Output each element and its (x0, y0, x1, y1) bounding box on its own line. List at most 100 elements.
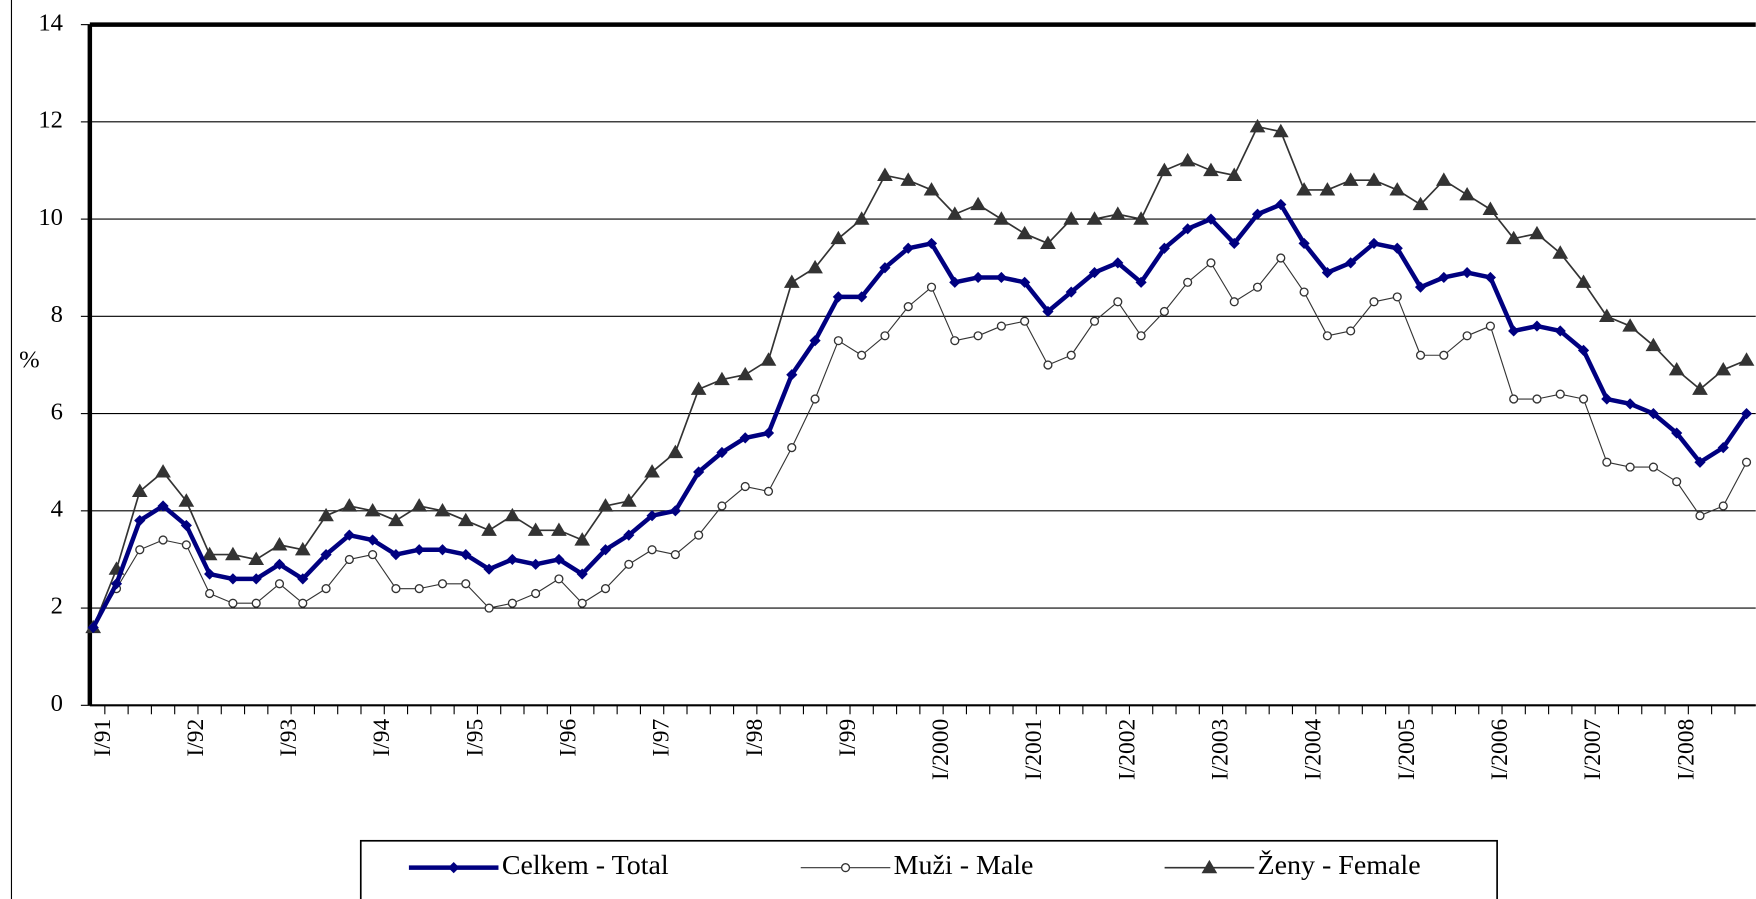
marker (178, 493, 195, 507)
marker (368, 550, 378, 560)
marker (1625, 462, 1635, 472)
marker (1462, 331, 1472, 341)
x-tick-label: I/94 (369, 719, 395, 757)
marker (1042, 305, 1054, 318)
y-tick-label: 10 (38, 204, 63, 231)
marker (717, 501, 727, 511)
x-tick-label: I/91 (90, 719, 116, 757)
marker (390, 548, 402, 561)
marker (1156, 162, 1173, 177)
x-tick-label: I/2003 (1208, 719, 1234, 780)
x-tick-label: I/96 (556, 719, 582, 757)
marker (599, 544, 612, 556)
x-tick-label: I/92 (183, 719, 209, 757)
marker (946, 206, 963, 220)
marker (1086, 211, 1103, 225)
marker (1555, 389, 1565, 399)
marker (1346, 326, 1356, 336)
marker (87, 621, 99, 634)
marker (1648, 462, 1658, 472)
x-tick-label: I/2002 (1114, 719, 1140, 780)
marker (554, 574, 564, 584)
marker (1296, 182, 1312, 196)
marker (714, 371, 730, 386)
marker (670, 550, 680, 560)
marker (341, 498, 358, 512)
marker (1622, 318, 1638, 332)
marker (506, 553, 518, 566)
marker (902, 242, 914, 254)
marker (1461, 266, 1473, 279)
marker (201, 546, 218, 561)
y-tick-label: 6 (51, 398, 63, 425)
marker (833, 336, 843, 346)
marker (1133, 211, 1149, 225)
marker (1366, 172, 1382, 186)
marker (271, 537, 288, 551)
marker (1668, 361, 1685, 376)
marker (1694, 456, 1706, 468)
marker (343, 529, 355, 541)
marker (1226, 167, 1243, 181)
marker (1206, 258, 1216, 268)
marker (531, 588, 541, 599)
marker (1203, 162, 1219, 177)
y-tick-label: 12 (38, 107, 63, 134)
marker (996, 321, 1006, 331)
marker (853, 211, 870, 225)
marker (434, 502, 451, 517)
marker (320, 548, 332, 561)
legend-label: Muži - Male (894, 850, 1034, 881)
marker (1272, 123, 1289, 138)
marker (1249, 118, 1266, 133)
marker (1276, 253, 1286, 263)
marker (1065, 286, 1077, 298)
marker (294, 541, 311, 556)
x-tick-label: I/97 (649, 719, 675, 757)
marker (1275, 198, 1287, 211)
marker (411, 498, 428, 512)
marker (460, 548, 472, 561)
marker (1412, 196, 1429, 211)
marker (204, 568, 216, 580)
marker (1578, 394, 1589, 404)
marker (180, 519, 192, 532)
marker (1252, 282, 1263, 292)
marker (1741, 457, 1752, 467)
marker (716, 446, 728, 459)
marker (597, 498, 614, 512)
marker (949, 276, 961, 288)
y-tick-label: 4 (51, 495, 63, 522)
marker (551, 522, 567, 536)
marker (225, 546, 241, 561)
marker (414, 584, 424, 594)
marker (1485, 321, 1495, 331)
marker (1392, 292, 1402, 302)
marker (155, 464, 171, 478)
marker (574, 532, 591, 546)
x-tick-label: I/2004 (1301, 719, 1327, 781)
marker (205, 588, 215, 599)
marker (740, 481, 750, 492)
marker (1342, 172, 1359, 186)
marker (1738, 352, 1755, 366)
marker (1066, 350, 1076, 360)
legend-marker (448, 862, 460, 874)
marker (344, 554, 354, 565)
marker (1692, 381, 1708, 395)
marker (762, 427, 775, 439)
marker (879, 262, 891, 274)
marker (690, 381, 707, 395)
marker (250, 573, 262, 585)
marker (1598, 308, 1615, 322)
marker (1319, 182, 1336, 196)
marker (1552, 245, 1569, 259)
marker (1414, 281, 1427, 293)
marker (830, 230, 847, 245)
marker (620, 493, 637, 507)
marker (877, 167, 893, 181)
marker (1389, 182, 1406, 196)
legend-label: Celkem - Total (502, 850, 669, 881)
marker (923, 182, 940, 196)
